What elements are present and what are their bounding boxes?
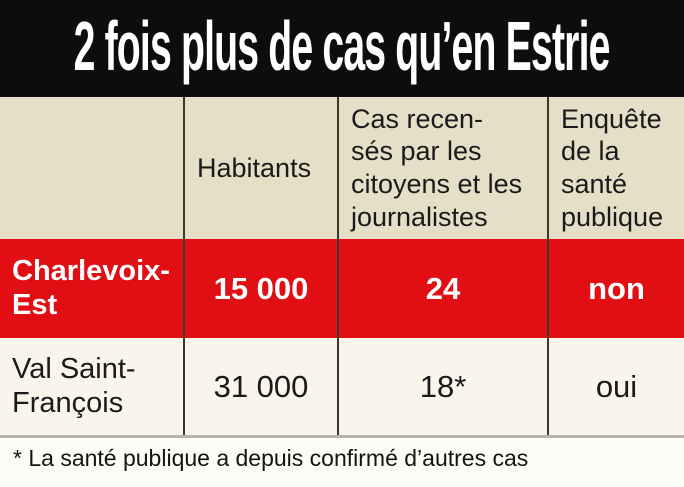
row-charlevoix-cas: 24 [339,239,549,338]
header-cell-region [0,97,185,239]
header-cell-enquete: Enquête de la santé publique [549,97,684,239]
footnote: * La santé publique a depuis confirmé d’… [0,438,684,487]
title-bar: 2 fois plus de cas qu’en Estrie [0,0,684,97]
row-charlevoix-enquete: non [549,239,684,338]
row-valsaintfrancois-cas: 18* [339,338,549,435]
row-charlevoix-habitants: 15 000 [185,239,339,338]
row-valsaintfrancois-enquete: oui [549,338,684,435]
data-table: Habitants Cas recen- sés par les citoyen… [0,97,684,438]
row-charlevoix-label: Charlevoix- Est [0,239,185,338]
row-valsaintfrancois-habitants: 31 000 [185,338,339,435]
row-valsaintfrancois-label: Val Saint- François [0,338,185,435]
header-cell-habitants: Habitants [185,97,339,239]
header-cell-cas-recenses: Cas recen- sés par les citoyens et les j… [339,97,549,239]
page-title: 2 fois plus de cas qu’en Estrie [73,6,611,85]
